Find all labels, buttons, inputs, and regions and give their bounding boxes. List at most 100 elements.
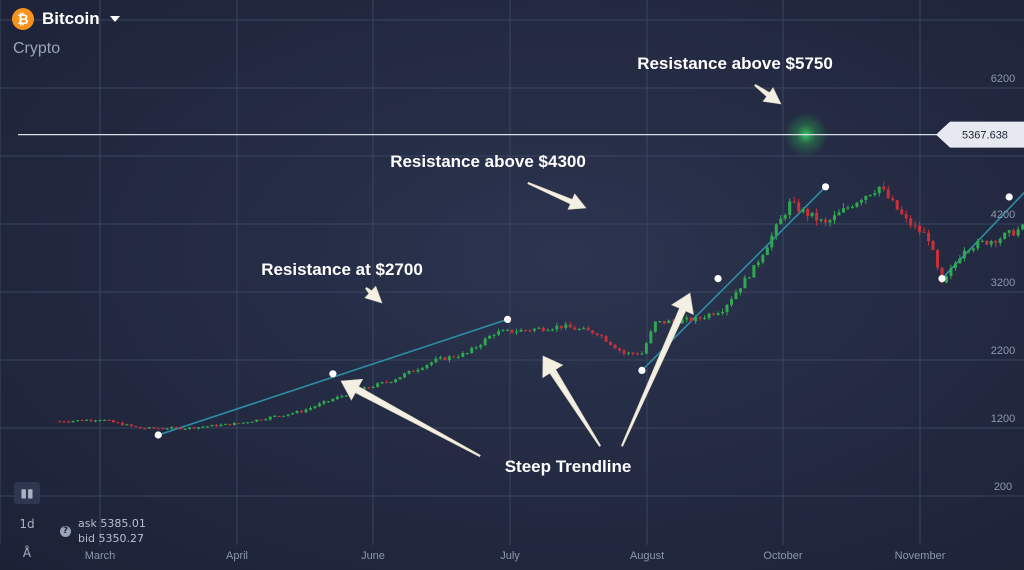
- candle: [129, 423, 133, 428]
- candle: [197, 427, 201, 430]
- candle: [398, 377, 402, 380]
- annotation-arrow: [527, 181, 587, 210]
- annotation-arrow: [340, 378, 481, 458]
- candle: [295, 410, 299, 414]
- ask-label: ask: [78, 517, 97, 530]
- current-price-tag: 5367.638: [936, 121, 1024, 148]
- candle: [698, 315, 702, 321]
- x-tick-label: March: [85, 550, 116, 562]
- candle: [102, 419, 106, 421]
- candle: [470, 346, 474, 354]
- candle: [488, 334, 492, 339]
- current-price-label: 5367.638: [962, 130, 1008, 142]
- candles-icon: ▮▮: [20, 486, 34, 500]
- candle: [1007, 229, 1011, 237]
- drawing-tool-button[interactable]: Å: [14, 542, 40, 564]
- candle: [62, 420, 66, 423]
- candle: [904, 210, 908, 223]
- candle: [828, 218, 832, 227]
- candle: [452, 355, 456, 359]
- candle: [497, 328, 501, 337]
- candle: [416, 368, 420, 374]
- candle: [721, 308, 725, 316]
- candle: [815, 208, 819, 226]
- candle: [519, 328, 523, 332]
- candle: [868, 194, 872, 197]
- candle: [407, 370, 411, 375]
- candle: [214, 423, 218, 428]
- candle: [712, 312, 716, 317]
- candle: [156, 427, 160, 430]
- candle: [237, 423, 241, 425]
- candle: [420, 366, 424, 371]
- candle: [582, 326, 586, 330]
- candle: [833, 211, 837, 225]
- chevron-down-icon: [109, 16, 120, 22]
- candle: [810, 212, 814, 218]
- chart-type-button[interactable]: ▮▮: [14, 482, 40, 504]
- candle: [971, 246, 975, 253]
- candle: [559, 325, 563, 331]
- annotation-arrows: [340, 83, 782, 458]
- candle: [479, 343, 483, 350]
- y-axis: 200 1200 2200 3200 4200 6200: [991, 73, 1015, 493]
- candle: [667, 319, 671, 324]
- ask-value: 5385.01: [100, 517, 146, 530]
- candle: [564, 321, 568, 331]
- x-axis: March April June July August October November: [85, 550, 946, 562]
- candle: [953, 260, 957, 271]
- candle: [1021, 223, 1024, 231]
- candle: [300, 409, 304, 414]
- candle: [949, 264, 953, 280]
- candle: [94, 419, 98, 423]
- candle: [729, 296, 733, 308]
- candle: [927, 229, 931, 246]
- candle: [192, 426, 196, 430]
- candle: [250, 421, 254, 423]
- candle: [134, 425, 138, 428]
- trendline: [941, 191, 1024, 280]
- asset-selector[interactable]: ₿ Bitcoin: [12, 8, 120, 30]
- candle: [653, 321, 657, 334]
- candle: [649, 329, 653, 344]
- candle: [434, 356, 438, 364]
- candle: [631, 351, 635, 356]
- asset-name: Bitcoin: [42, 9, 100, 28]
- compass-icon: Å: [22, 546, 32, 560]
- candle: [604, 335, 608, 343]
- help-icon[interactable]: ?: [60, 526, 71, 537]
- candle: [824, 216, 828, 227]
- candle: [626, 351, 630, 356]
- candle: [931, 239, 935, 251]
- candle: [273, 414, 277, 418]
- candle: [277, 415, 281, 418]
- annotations: Resistance above $5750 Resistance above $…: [261, 54, 833, 476]
- candle: [738, 288, 742, 296]
- candle: [165, 427, 169, 430]
- candle: [501, 328, 505, 332]
- candle: [183, 428, 187, 431]
- candle: [985, 240, 989, 246]
- candle: [71, 420, 75, 424]
- candle: [770, 232, 774, 251]
- candle: [976, 238, 980, 251]
- candle: [962, 247, 966, 262]
- candle: [394, 378, 398, 384]
- y-tick-label: 1200: [991, 413, 1015, 425]
- candle: [752, 264, 756, 278]
- candle: [308, 406, 312, 411]
- candle: [447, 354, 451, 363]
- candle: [510, 329, 514, 334]
- trend-point-marker: [329, 370, 337, 378]
- candle: [170, 426, 174, 430]
- candle: [734, 289, 738, 300]
- candle: [864, 195, 868, 204]
- candle: [891, 195, 895, 202]
- candle: [765, 245, 769, 256]
- candle: [918, 221, 922, 236]
- candle: [873, 189, 877, 197]
- timeframe-button[interactable]: 1d: [14, 513, 40, 535]
- timeframe-label: 1d: [19, 517, 35, 531]
- candle: [188, 426, 192, 431]
